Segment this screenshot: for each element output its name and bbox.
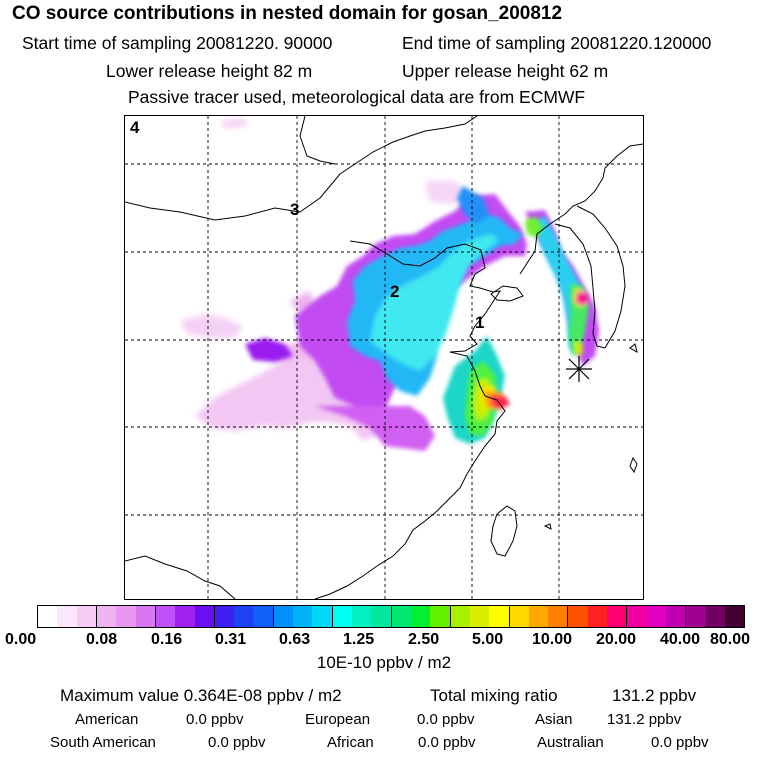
color-swatch <box>194 606 215 627</box>
region-name-south-american: South American <box>50 734 156 751</box>
color-swatch <box>116 606 136 627</box>
scale-tick-8: 10.00 <box>532 631 573 648</box>
color-swatch <box>155 606 176 627</box>
region-name-australian: Australian <box>537 734 604 751</box>
color-swatch <box>234 606 254 627</box>
color-swatch <box>587 606 608 627</box>
color-swatch <box>469 606 490 627</box>
region-name-european: European <box>305 711 371 728</box>
color-swatch <box>352 606 372 627</box>
scale-tick-4: 0.63 <box>279 631 311 648</box>
region-name-african: African <box>327 734 374 751</box>
scale-unit-label: 10E-10 ppbv / m2 <box>316 653 452 672</box>
scale-tick-6: 2.50 <box>408 631 440 648</box>
tracer-label: Passive tracer used, meteorological data… <box>128 87 586 107</box>
upper-release-label: Upper release height 62 m <box>402 61 609 81</box>
region-value-south-american: 0.0 ppbv <box>208 734 266 751</box>
color-swatch <box>371 606 392 627</box>
color-swatch <box>568 606 588 627</box>
total-mixing-value: 131.2 ppbv <box>612 686 697 705</box>
color-swatch <box>607 606 628 627</box>
end-time-label: End time of sampling 20081220.120000 <box>402 33 712 53</box>
scale-tick-9: 20.00 <box>596 631 637 648</box>
max-value-label: Maximum value 0.364E-08 ppbv / m2 <box>60 686 342 705</box>
color-swatch <box>57 606 77 627</box>
scale-tick-7: 5.00 <box>472 631 504 648</box>
map-panel: 4 3 2 1 <box>124 115 644 600</box>
region-value-australian: 0.0 ppbv <box>651 734 709 751</box>
color-swatch <box>686 606 706 627</box>
color-swatch <box>528 606 549 627</box>
color-swatch <box>135 606 156 627</box>
color-swatch <box>410 606 431 627</box>
scale-tick-1: 0.08 <box>86 631 118 648</box>
color-swatch <box>214 606 235 627</box>
region-name-american: American <box>75 711 139 728</box>
color-swatch <box>96 606 117 627</box>
color-scale-bar <box>37 605 745 628</box>
color-swatch <box>273 606 294 627</box>
color-swatch <box>38 606 58 627</box>
scale-tick-3: 0.31 <box>215 631 247 648</box>
region-value-asian: 131.2 ppbv <box>607 711 682 728</box>
point-label-2: 2 <box>390 282 400 301</box>
color-swatch <box>253 606 274 627</box>
region-value-american: 0.0 ppbv <box>186 711 244 728</box>
lower-release-label: Lower release height 82 m <box>106 61 313 81</box>
start-time-label: Start time of sampling 20081220. 90000 <box>22 33 333 53</box>
color-swatch <box>175 606 195 627</box>
map-canvas <box>125 116 643 599</box>
scale-tick-5: 1.25 <box>343 631 375 648</box>
color-swatch <box>646 606 666 627</box>
map-grid <box>125 116 643 599</box>
point-label-3: 3 <box>290 200 300 219</box>
scale-tick-2: 0.16 <box>151 631 183 648</box>
plot-title: CO source contributions in nested domain… <box>12 3 563 24</box>
color-swatch <box>293 606 313 627</box>
scale-tick-10: 40.00 <box>660 631 701 648</box>
point-label-1: 1 <box>475 313 485 332</box>
color-swatch <box>627 606 647 627</box>
color-swatch <box>332 606 352 627</box>
color-swatch <box>430 606 451 627</box>
color-swatch <box>76 606 97 627</box>
total-mixing-label: Total mixing ratio <box>430 686 558 705</box>
region-name-asian: Asian <box>535 711 573 728</box>
scale-tick-11: 80.00 <box>710 631 751 648</box>
color-swatch <box>705 606 725 627</box>
color-swatch <box>312 606 333 627</box>
coastlines <box>125 116 643 599</box>
region-value-african: 0.0 ppbv <box>418 734 476 751</box>
region-value-european: 0.0 ppbv <box>417 711 475 728</box>
color-swatch <box>509 606 529 627</box>
scale-tick-0: 0.00 <box>5 631 37 648</box>
color-swatch <box>489 606 510 627</box>
color-swatch <box>391 606 411 627</box>
color-swatch <box>548 606 569 627</box>
color-swatch <box>450 606 470 627</box>
color-swatch <box>724 606 745 627</box>
color-swatch <box>666 606 687 627</box>
receptor-marker <box>566 356 592 382</box>
plume-hot <box>465 216 589 436</box>
panel-label: 4 <box>130 118 140 137</box>
